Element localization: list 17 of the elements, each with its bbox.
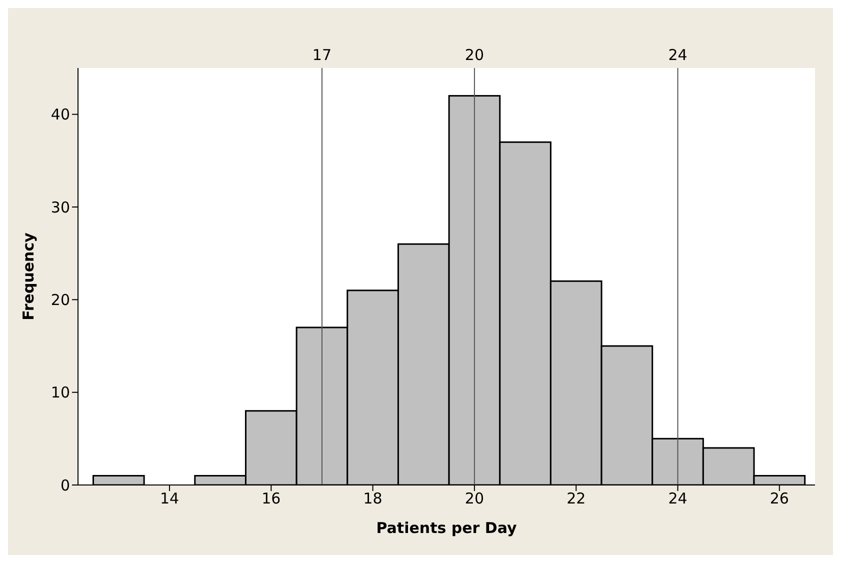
ref-line-label: 24 [668,46,688,64]
y-axis-title: Frequency [19,232,38,320]
x-axis-title: Patients per Day [376,519,518,537]
x-tick-label: 18 [363,490,382,508]
x-tick-label: 24 [668,490,688,508]
y-tick-label: 20 [50,290,70,309]
x-tick-label: 26 [770,490,789,508]
ref-line-label: 17 [312,46,332,64]
y-tick-label: 30 [50,198,70,216]
y-tick-label: 10 [50,384,70,402]
y-tick-label: 0 [60,476,70,494]
x-tick-label: 22 [566,490,586,508]
x-tick-label: 20 [464,490,484,508]
y-tick-label: 40 [50,106,70,124]
x-tick-label: 16 [262,490,281,508]
ref-line-label: 20 [464,46,484,64]
x-tick-label: 14 [160,490,180,508]
